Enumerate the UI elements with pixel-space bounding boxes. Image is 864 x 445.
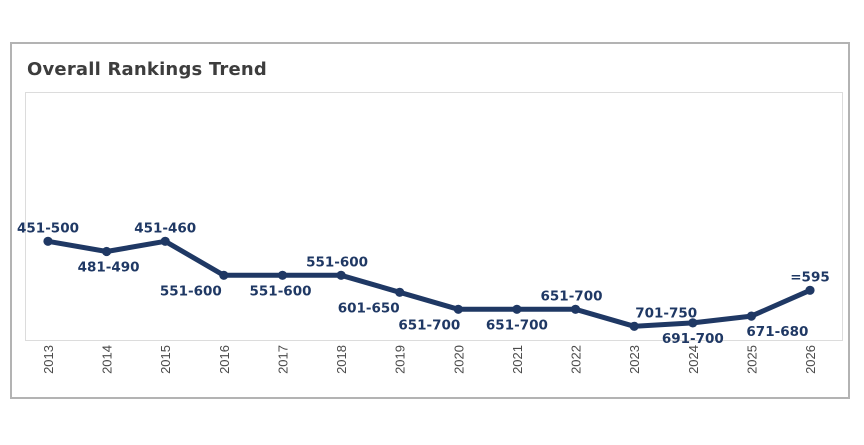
data-point-label: 551-600	[160, 283, 222, 299]
x-axis-tick-label: 2015	[158, 345, 173, 374]
x-axis-tick-label: 2016	[217, 345, 232, 374]
data-point-label: 651-700	[486, 317, 548, 333]
data-point-label: 651-700	[398, 317, 460, 333]
data-point-marker	[43, 236, 53, 246]
x-axis-tick-label: 2021	[510, 345, 525, 374]
data-point-label: 691-700	[662, 331, 724, 347]
trend-line	[45, 238, 813, 329]
data-point-label: 701-750	[635, 305, 697, 321]
data-point-label: 671-680	[746, 324, 808, 340]
data-point-marker	[160, 236, 170, 246]
x-axis-tick-label: 2025	[744, 345, 759, 374]
data-point-label: 601-650	[338, 300, 400, 316]
x-axis-tick-label: 2013	[41, 345, 56, 374]
data-point-label: =595	[790, 269, 830, 285]
x-axis-tick-label: 2023	[627, 345, 642, 374]
data-point-marker	[219, 270, 229, 280]
data-point-marker	[746, 311, 757, 321]
data-point-marker	[512, 304, 522, 314]
data-point-marker	[453, 304, 463, 314]
x-axis-tick-label: 2020	[451, 345, 466, 374]
chart-title: Overall Rankings Trend	[27, 59, 267, 80]
data-point-marker	[570, 304, 581, 314]
data-point-label: 481-490	[78, 260, 140, 276]
data-point-marker	[629, 321, 639, 331]
data-point-marker	[805, 285, 815, 295]
data-point-marker	[688, 318, 698, 328]
plot-area	[25, 92, 843, 341]
x-axis-tick-label: 2019	[393, 345, 408, 374]
data-point-label: 551-600	[306, 254, 368, 270]
x-axis-tick-label: 2024	[686, 345, 701, 374]
x-axis-tick-label: 2026	[803, 345, 818, 374]
x-axis-tick-label: 2022	[569, 345, 584, 374]
x-axis-tick-label: 2014	[100, 345, 115, 374]
data-point-label: 451-460	[134, 220, 196, 236]
x-axis-tick-label: 2018	[334, 345, 349, 374]
data-point-label: 551-600	[250, 283, 312, 299]
data-point-marker	[395, 287, 405, 297]
data-point-marker	[336, 270, 346, 280]
data-point-marker	[277, 270, 288, 280]
data-point-marker	[102, 246, 112, 257]
data-point-label: 651-700	[541, 288, 603, 304]
x-axis-tick-label: 2017	[275, 345, 290, 374]
data-point-label: 451-500	[17, 220, 79, 236]
